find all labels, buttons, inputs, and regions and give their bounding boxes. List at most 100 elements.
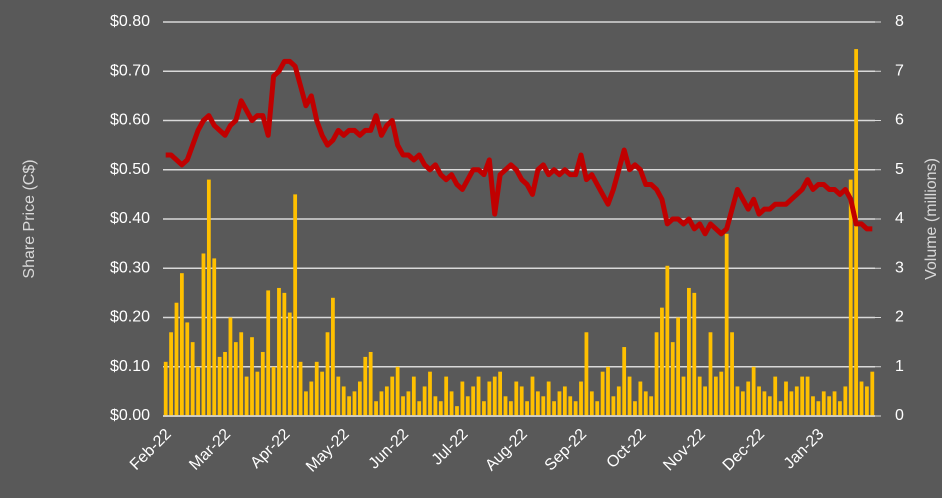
volume-bar — [169, 332, 173, 416]
volume-bar — [341, 386, 346, 416]
volume-bar — [206, 179, 211, 416]
volume-bar — [471, 386, 476, 416]
volume-bar — [379, 391, 384, 416]
volume-bar — [185, 322, 190, 416]
volume-bar — [320, 371, 325, 416]
volume-bar — [482, 401, 486, 416]
volume-bar — [217, 356, 222, 416]
y-tick-label: $0.20 — [110, 309, 150, 326]
volume-bar — [163, 361, 168, 416]
volume-bar — [260, 351, 265, 416]
volume-bar — [848, 179, 853, 416]
volume-bar — [250, 337, 254, 416]
volume-bar — [503, 396, 508, 416]
volume-bar — [865, 386, 869, 416]
y-tick-label: $0.40 — [110, 210, 150, 227]
y2-tick-label: 2 — [895, 309, 904, 326]
y2-tick-label: 0 — [895, 407, 904, 424]
volume-bar — [271, 366, 276, 416]
volume-bar — [713, 376, 718, 416]
volume-bar — [190, 342, 195, 416]
volume-bar — [670, 342, 675, 416]
volume-bar — [487, 381, 492, 416]
volume-bar — [433, 396, 438, 416]
volume-bar — [239, 332, 244, 416]
volume-bar — [293, 194, 298, 416]
volume-bar — [277, 287, 281, 416]
volume-bar — [757, 386, 761, 416]
volume-bar — [843, 386, 848, 416]
volume-bar — [616, 386, 621, 416]
volume-bar — [654, 332, 659, 416]
volume-bar — [708, 332, 713, 416]
volume-bar — [687, 287, 691, 416]
y2-tick-label: 7 — [895, 62, 904, 79]
volume-bar — [498, 371, 503, 416]
y-tick-label: $0.60 — [110, 112, 150, 129]
volume-bar — [665, 265, 670, 416]
y2-tick-label: 5 — [895, 161, 904, 178]
volume-bar — [449, 391, 454, 416]
volume-bar — [233, 342, 238, 416]
volume-bar — [535, 391, 540, 416]
volume-bar — [417, 401, 422, 416]
volume-bar — [363, 356, 368, 416]
y-tick-label: $0.70 — [110, 62, 150, 79]
volume-bar — [196, 366, 200, 416]
volume-bar — [244, 376, 249, 416]
volume-bar — [751, 366, 756, 416]
volume-bar — [314, 361, 319, 416]
volume-bar — [395, 366, 400, 416]
volume-bar — [573, 401, 578, 416]
volume-bar — [179, 273, 184, 416]
volume-bar — [600, 371, 605, 416]
y2-tick-label: 6 — [895, 112, 904, 129]
volume-bar — [730, 332, 734, 416]
volume-bar — [870, 371, 875, 416]
volume-bar — [838, 401, 842, 416]
volume-bar — [541, 396, 546, 416]
volume-bar — [800, 376, 805, 416]
y2-tick-label: 4 — [895, 210, 904, 227]
volume-bar — [325, 332, 330, 416]
volume-bar — [735, 386, 740, 416]
volume-bar — [611, 396, 616, 416]
y2-tick-label: 1 — [895, 358, 904, 375]
y2-tick-label: 8 — [895, 13, 904, 30]
volume-bar — [606, 366, 610, 416]
volume-bar — [740, 391, 745, 416]
volume-bar — [460, 381, 465, 416]
volume-bar — [697, 376, 702, 416]
volume-bar — [347, 396, 351, 416]
volume-bar — [384, 386, 389, 416]
y-tick-label: $0.50 — [110, 161, 150, 178]
volume-bar — [519, 386, 524, 416]
volume-bar — [562, 386, 567, 416]
y-axis-label: Share Price (C$) — [21, 159, 38, 278]
volume-bar — [719, 371, 724, 416]
volume-bar — [201, 253, 206, 416]
volume-bar — [401, 396, 405, 416]
volume-bar — [638, 381, 643, 416]
volume-bar — [568, 396, 573, 416]
volume-bar — [827, 396, 832, 416]
y2-tick-label: 3 — [895, 259, 904, 276]
volume-bar — [282, 292, 287, 416]
volume-bar — [411, 376, 416, 416]
volume-bar — [309, 381, 314, 416]
volume-bar — [438, 401, 443, 416]
volume-bar — [530, 376, 535, 416]
volume-bar — [627, 376, 632, 416]
volume-bar — [331, 297, 335, 416]
volume-bar — [455, 406, 459, 416]
y-tick-label: $0.00 — [110, 407, 150, 424]
volume-bar — [223, 351, 227, 416]
volume-bar — [525, 401, 529, 416]
volume-bar — [643, 391, 648, 416]
volume-bar — [832, 391, 837, 416]
volume-bar — [649, 396, 654, 416]
volume-bar — [762, 391, 767, 416]
volume-bar — [492, 376, 497, 416]
volume-bar — [794, 386, 799, 416]
volume-bar — [255, 371, 260, 416]
